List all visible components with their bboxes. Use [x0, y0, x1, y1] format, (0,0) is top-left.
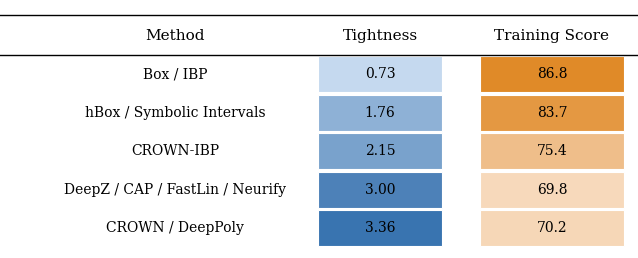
- Text: Tightness: Tightness: [343, 29, 417, 43]
- Text: Training Score: Training Score: [494, 29, 609, 43]
- Text: 70.2: 70.2: [537, 221, 567, 235]
- Text: Method: Method: [145, 29, 205, 43]
- Bar: [318, 172, 442, 208]
- Bar: [318, 56, 442, 92]
- Text: 75.4: 75.4: [537, 144, 567, 158]
- Bar: [480, 210, 624, 246]
- Text: hBox / Symbolic Intervals: hBox / Symbolic Intervals: [85, 106, 265, 120]
- Bar: [480, 172, 624, 208]
- Bar: [318, 210, 442, 246]
- Bar: [480, 95, 624, 131]
- Text: 69.8: 69.8: [537, 183, 567, 197]
- Bar: [480, 133, 624, 169]
- Text: 2.15: 2.15: [365, 144, 396, 158]
- Bar: [318, 133, 442, 169]
- Text: CROWN-IBP: CROWN-IBP: [131, 144, 219, 158]
- Text: 0.73: 0.73: [365, 67, 396, 81]
- Text: 86.8: 86.8: [537, 67, 567, 81]
- Bar: [318, 95, 442, 131]
- Text: CROWN / DeepPoly: CROWN / DeepPoly: [106, 221, 244, 235]
- Text: 3.36: 3.36: [365, 221, 396, 235]
- Text: Box / IBP: Box / IBP: [143, 67, 207, 81]
- Text: 83.7: 83.7: [537, 106, 567, 120]
- Text: 1.76: 1.76: [365, 106, 396, 120]
- Bar: [480, 56, 624, 92]
- Text: DeepZ / CAP / FastLin / Neurify: DeepZ / CAP / FastLin / Neurify: [64, 183, 286, 197]
- Text: 3.00: 3.00: [365, 183, 396, 197]
